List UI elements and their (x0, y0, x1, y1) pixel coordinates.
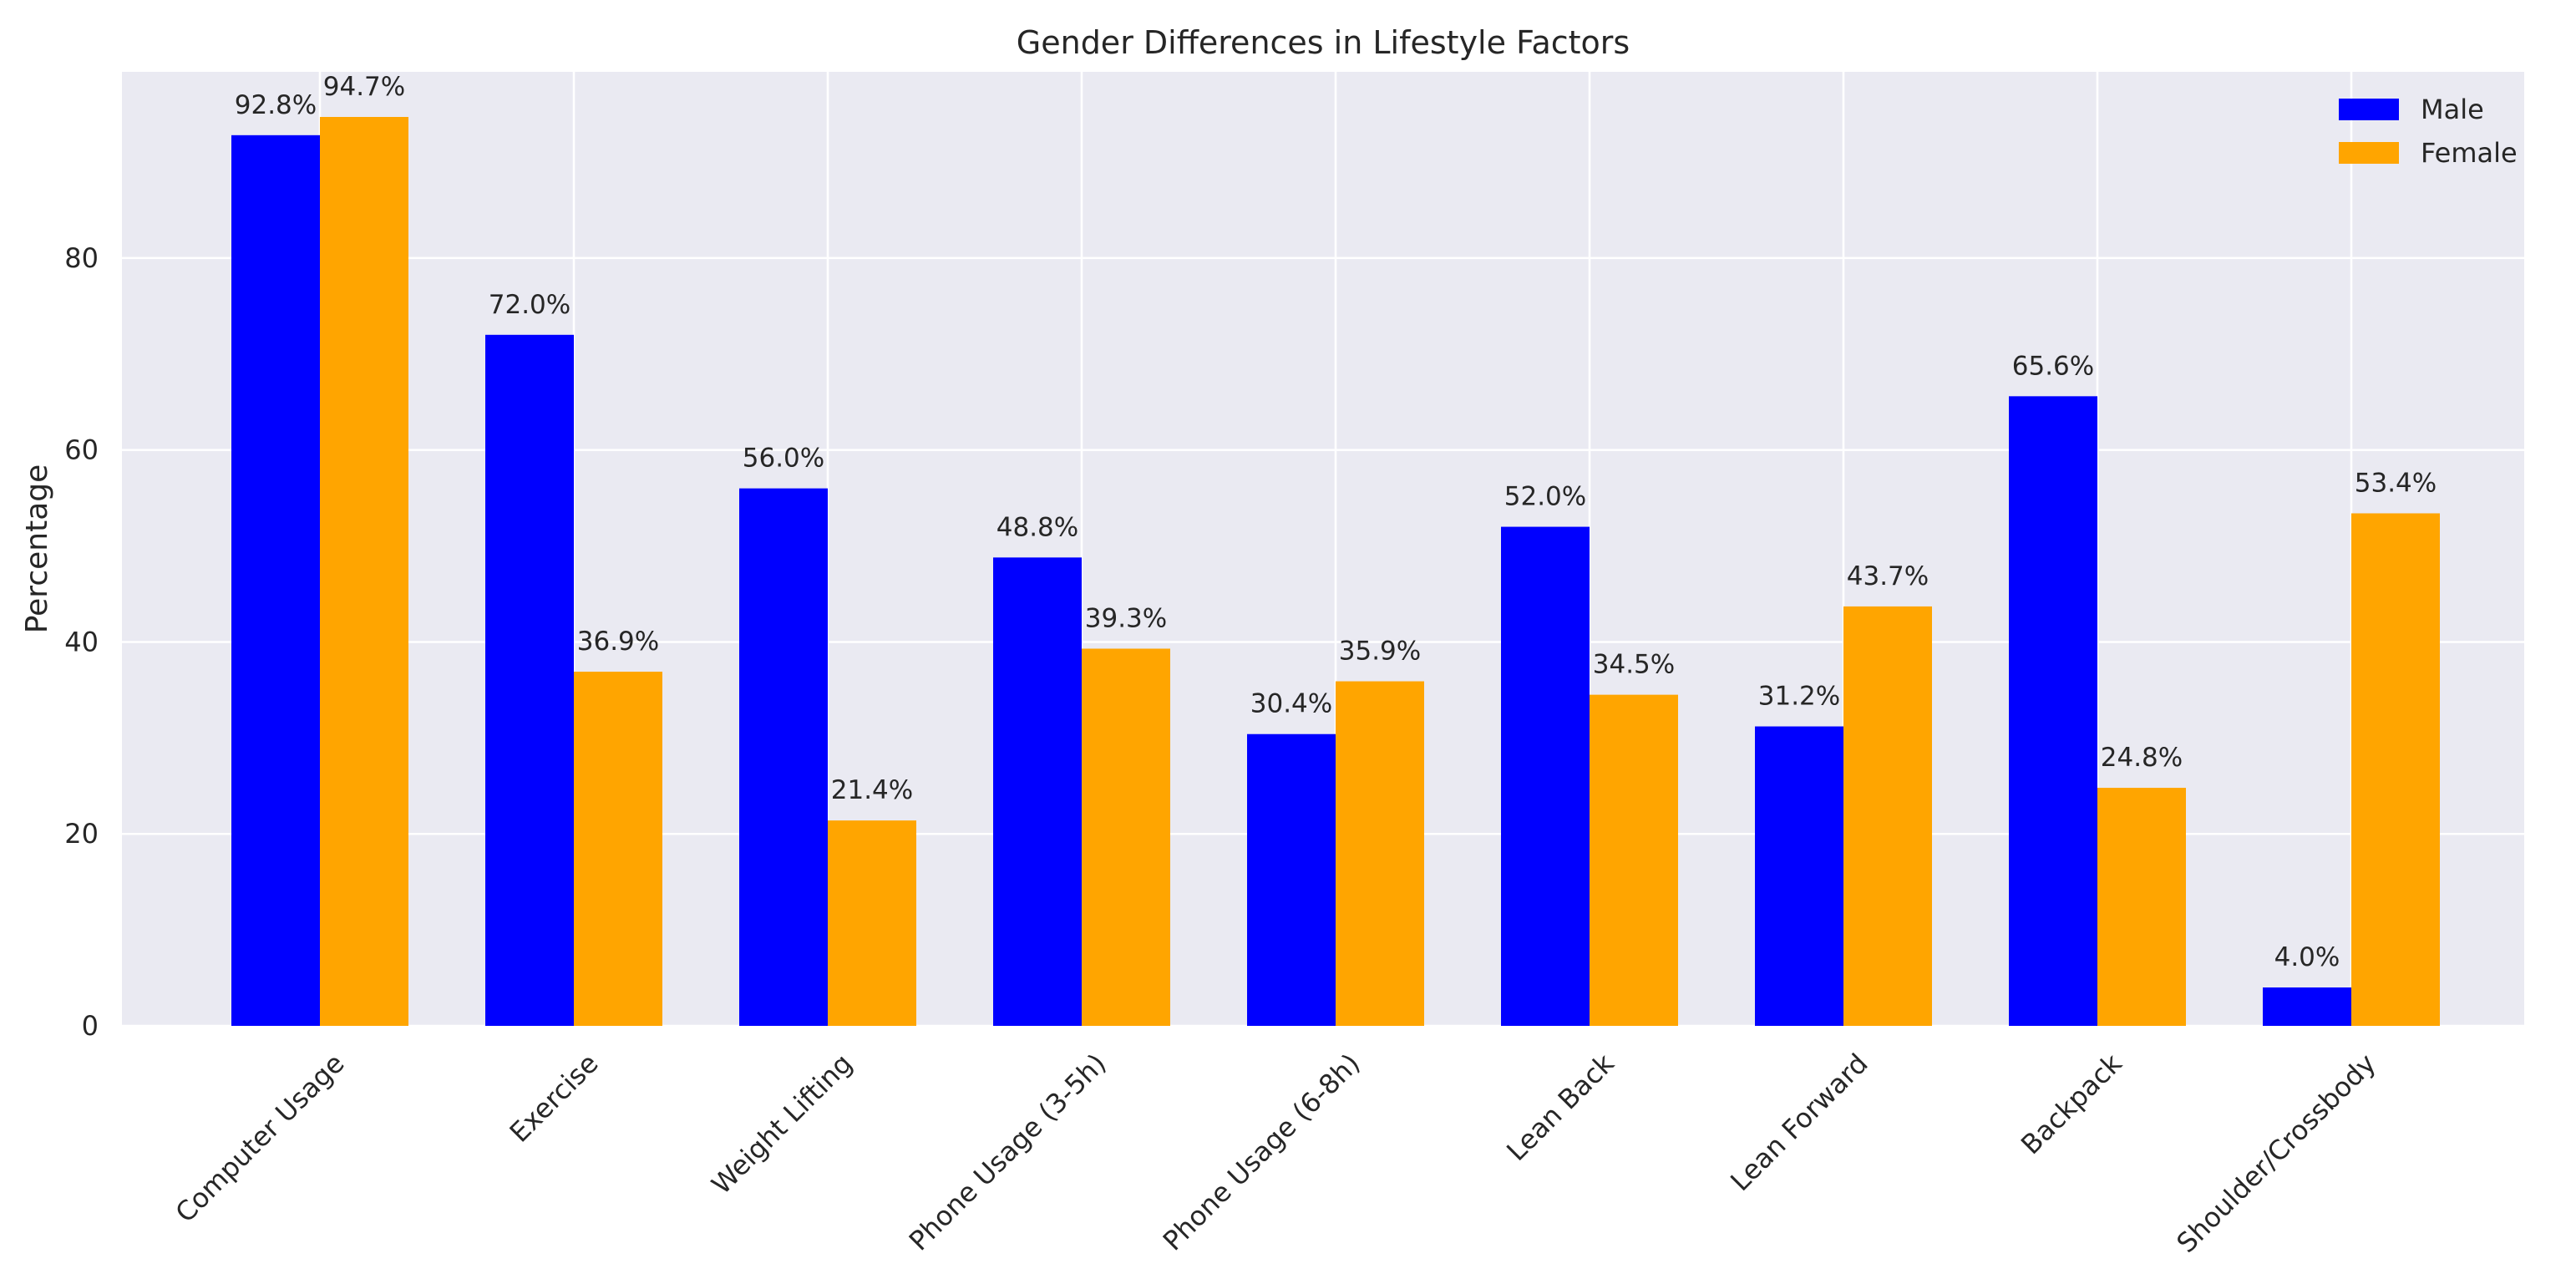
x-tick-label: Weight Lifting (705, 1048, 858, 1200)
value-labels: 92.8% 72.0% 56.0% 48.8% 30.4% 52.0% 31.2% 65.6%… (235, 72, 2437, 972)
x-tick-label: Lean Forward (1724, 1048, 1874, 1197)
x-tick-label: Phone Usage (3-5h) (903, 1048, 1113, 1257)
bar-female-1 (320, 116, 408, 1026)
y-tick-label: 60 (64, 434, 99, 466)
value-label-male-9: 4.0% (2274, 942, 2340, 972)
bar-male-7 (1755, 726, 1843, 1026)
legend-swatch-male (2339, 99, 2399, 120)
value-label-male-4: 48.8% (996, 512, 1078, 542)
bar-female-6 (1590, 694, 1678, 1026)
value-label-male-8: 65.6% (2012, 351, 2094, 381)
value-label-female-3: 21.4% (831, 775, 913, 805)
bar-male-2 (485, 334, 574, 1027)
chart-title: Gender Differences in Lifestyle Factors (1017, 24, 1630, 61)
value-label-male-5: 30.4% (1250, 689, 1332, 719)
legend: Male Female (2339, 94, 2518, 169)
x-tick-label: Phone Usage (6-8h) (1157, 1048, 1367, 1257)
bar-female-7 (1843, 606, 1932, 1026)
value-label-female-5: 35.9% (1339, 637, 1421, 667)
value-label-male-3: 56.0% (743, 444, 824, 474)
value-label-male-1: 92.8% (235, 90, 317, 120)
bars (231, 116, 2440, 1027)
bar-male-9 (2263, 987, 2351, 1026)
x-tick-label: Lean Back (1500, 1047, 1620, 1167)
bar-female-3 (828, 820, 916, 1026)
y-tick-label: 20 (64, 818, 99, 850)
value-label-female-8: 24.8% (2101, 743, 2183, 773)
y-tick-label: 80 (64, 242, 99, 274)
bar-male-3 (739, 488, 828, 1026)
legend-label-female: Female (2421, 137, 2518, 169)
bar-male-8 (2009, 396, 2097, 1027)
bar-male-4 (993, 557, 1082, 1026)
legend-swatch-female (2339, 142, 2399, 164)
bar-male-1 (231, 134, 320, 1027)
bar-male-5 (1247, 733, 1336, 1026)
y-tick-label: 40 (64, 626, 99, 657)
bar-male-6 (1501, 526, 1590, 1026)
bar-female-8 (2097, 788, 2186, 1026)
value-label-female-9: 53.4% (2355, 468, 2437, 498)
y-axis-label: Percentage (20, 464, 54, 634)
bar-female-9 (2351, 513, 2440, 1026)
bar-female-2 (574, 672, 662, 1026)
value-label-female-7: 43.7% (1847, 561, 1929, 591)
x-axis-ticks: Computer Usage Exercise Weight Lifting Phon… (170, 1047, 2382, 1259)
x-tick-label: Shoulder/Crossbody (2170, 1048, 2381, 1259)
y-axis-ticks: 0 20 40 60 80 (64, 242, 99, 1042)
value-label-male-7: 31.2% (1758, 682, 1840, 712)
value-label-female-1: 94.7% (323, 72, 405, 102)
value-label-female-6: 34.5% (1593, 650, 1675, 680)
value-label-male-2: 72.0% (489, 290, 570, 320)
bar-female-5 (1336, 681, 1424, 1026)
y-tick-label: 0 (82, 1010, 99, 1042)
x-tick-label: Backpack (2015, 1047, 2128, 1160)
bar-female-4 (1082, 648, 1170, 1026)
legend-label-male: Male (2421, 94, 2484, 125)
value-label-female-2: 36.9% (577, 627, 659, 657)
value-label-female-4: 39.3% (1085, 603, 1167, 633)
x-tick-label: Computer Usage (170, 1048, 351, 1229)
value-label-male-6: 52.0% (1504, 482, 1586, 512)
x-tick-label: Exercise (504, 1048, 605, 1149)
